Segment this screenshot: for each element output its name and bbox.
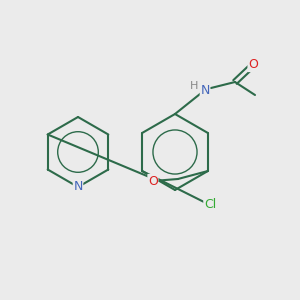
Text: N: N bbox=[73, 181, 83, 194]
Text: O: O bbox=[148, 175, 158, 188]
Text: O: O bbox=[248, 58, 258, 71]
Text: Cl: Cl bbox=[204, 199, 216, 212]
Text: H: H bbox=[190, 81, 198, 91]
Text: N: N bbox=[200, 83, 210, 97]
